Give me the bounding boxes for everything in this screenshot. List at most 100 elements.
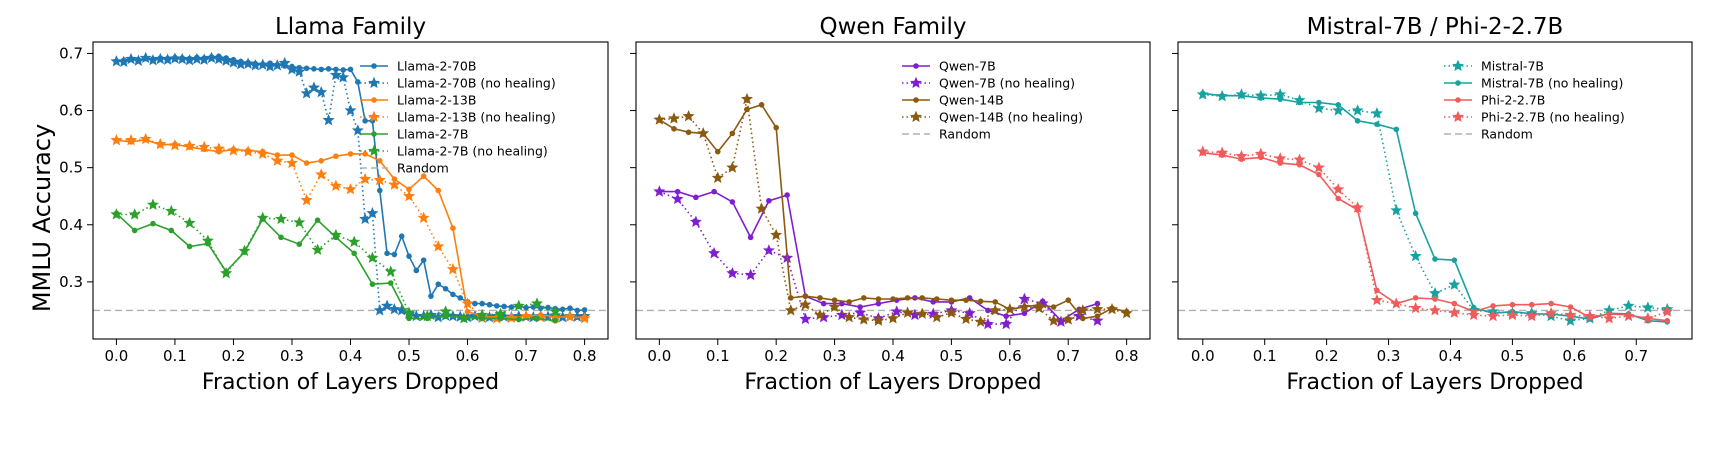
axes-frame <box>635 41 1151 340</box>
data-point <box>740 92 753 105</box>
data-point <box>183 54 196 66</box>
data-point <box>421 309 434 322</box>
x-tick-label: 0.4 <box>339 347 363 365</box>
x-tick-label: 0.4 <box>1439 347 1463 365</box>
data-point <box>464 308 471 315</box>
data-point <box>1661 305 1674 317</box>
data-point <box>1448 306 1461 318</box>
legend-label: Llama-2-13B <box>397 93 476 108</box>
data-point <box>1235 149 1248 162</box>
data-point <box>1312 102 1325 114</box>
data-point <box>318 158 325 164</box>
data-point <box>784 304 797 316</box>
data-point <box>1370 293 1383 306</box>
data-point <box>387 280 394 286</box>
data-point <box>1603 312 1616 324</box>
data-point <box>238 244 251 257</box>
y-tick-label: 0.6 <box>59 102 83 120</box>
data-point <box>227 56 240 68</box>
data-point <box>329 68 342 81</box>
data-point <box>125 133 138 146</box>
chart-panel-2: Qwen Family 0.0 0.1 0.2 0.3 0.4 0.5 0.6 0.7 0.8 Fr… <box>630 14 1151 395</box>
legend-marker <box>371 97 377 103</box>
data-point <box>125 52 138 65</box>
data-point <box>1622 309 1635 322</box>
x-tick-label: 0.5 <box>1500 347 1524 365</box>
data-point <box>150 220 156 227</box>
data-point <box>802 293 809 299</box>
legend: Qwen-7B Qwen-7B (no healing) Qwen-14B Qwen-… <box>902 59 1083 142</box>
data-point <box>300 87 313 99</box>
legend: Llama-2-70B Llama-2-70B (no healing) Llama… <box>360 59 556 176</box>
data-point <box>989 304 1002 316</box>
data-point <box>787 295 794 301</box>
legend-marker <box>371 131 377 137</box>
data-point <box>1390 204 1403 216</box>
data-point <box>220 54 233 66</box>
data-point <box>376 158 383 164</box>
data-point <box>512 299 525 311</box>
data-point <box>1548 300 1554 307</box>
data-point <box>1506 308 1519 321</box>
x-tick-label: 0.4 <box>881 347 905 365</box>
data-point <box>1432 296 1438 302</box>
data-point <box>1351 201 1364 213</box>
x-axis-label: Fraction of Layers Dropped <box>202 370 499 395</box>
data-point <box>457 312 470 324</box>
data-point <box>147 198 159 210</box>
data-point <box>355 79 361 85</box>
data-point <box>567 305 573 311</box>
x-tick-label: 0.6 <box>456 347 480 365</box>
legend-label: Llama-2-13B (no healing) <box>397 110 556 125</box>
data-point <box>919 295 926 301</box>
data-point <box>442 285 449 292</box>
data-point <box>904 295 911 301</box>
data-point <box>682 110 695 122</box>
data-point <box>747 234 754 241</box>
data-point <box>1451 300 1458 307</box>
chart-panel-3: Mistral-7B / Phi-2-2.7B 0.0 0.1 0.2 0.3 0.4 0.… <box>1172 14 1693 395</box>
legend-label: Phi-2-2.7B <box>1481 93 1545 108</box>
data-point <box>1409 249 1422 262</box>
data-point <box>271 154 284 166</box>
legend-marker <box>1455 97 1461 103</box>
data-point <box>1293 153 1306 165</box>
legend-marker <box>913 63 919 69</box>
data-point <box>1091 303 1104 315</box>
data-point <box>1451 257 1458 263</box>
data-point <box>1316 171 1322 178</box>
data-point <box>132 54 145 66</box>
data-point <box>1412 295 1419 301</box>
data-point <box>168 139 181 151</box>
data-point <box>256 211 269 224</box>
data-point <box>1277 96 1283 102</box>
data-point <box>985 307 991 314</box>
data-point <box>183 216 196 229</box>
data-point <box>1196 145 1209 157</box>
x-tick-label: 0.3 <box>1377 347 1401 365</box>
legend-label: Random <box>1481 127 1533 142</box>
x-tick-label: 0.0 <box>647 347 671 365</box>
data-point <box>348 235 361 248</box>
data-point <box>403 306 416 318</box>
data-point <box>420 257 427 263</box>
data-point <box>1564 308 1577 321</box>
data-point <box>835 308 848 321</box>
x-tick-label: 0.0 <box>104 347 128 365</box>
data-point <box>406 186 412 193</box>
x-tick-label: 0.7 <box>1624 347 1648 365</box>
legend-label: Mistral-7B (no healing) <box>1481 76 1623 91</box>
data-point <box>992 299 999 305</box>
data-point <box>406 315 412 322</box>
data-point <box>860 295 867 301</box>
x-axis-label: Fraction of Layers Dropped <box>1286 370 1583 395</box>
data-point <box>388 178 401 190</box>
data-point <box>476 308 489 321</box>
legend-label: Qwen-7B <box>939 59 996 74</box>
legend-label: Llama-2-7B <box>397 127 468 142</box>
data-point <box>190 52 203 65</box>
data-point <box>1065 297 1072 303</box>
x-tick-label: 0.5 <box>939 347 963 365</box>
data-point <box>667 112 680 124</box>
data-point <box>128 208 141 220</box>
